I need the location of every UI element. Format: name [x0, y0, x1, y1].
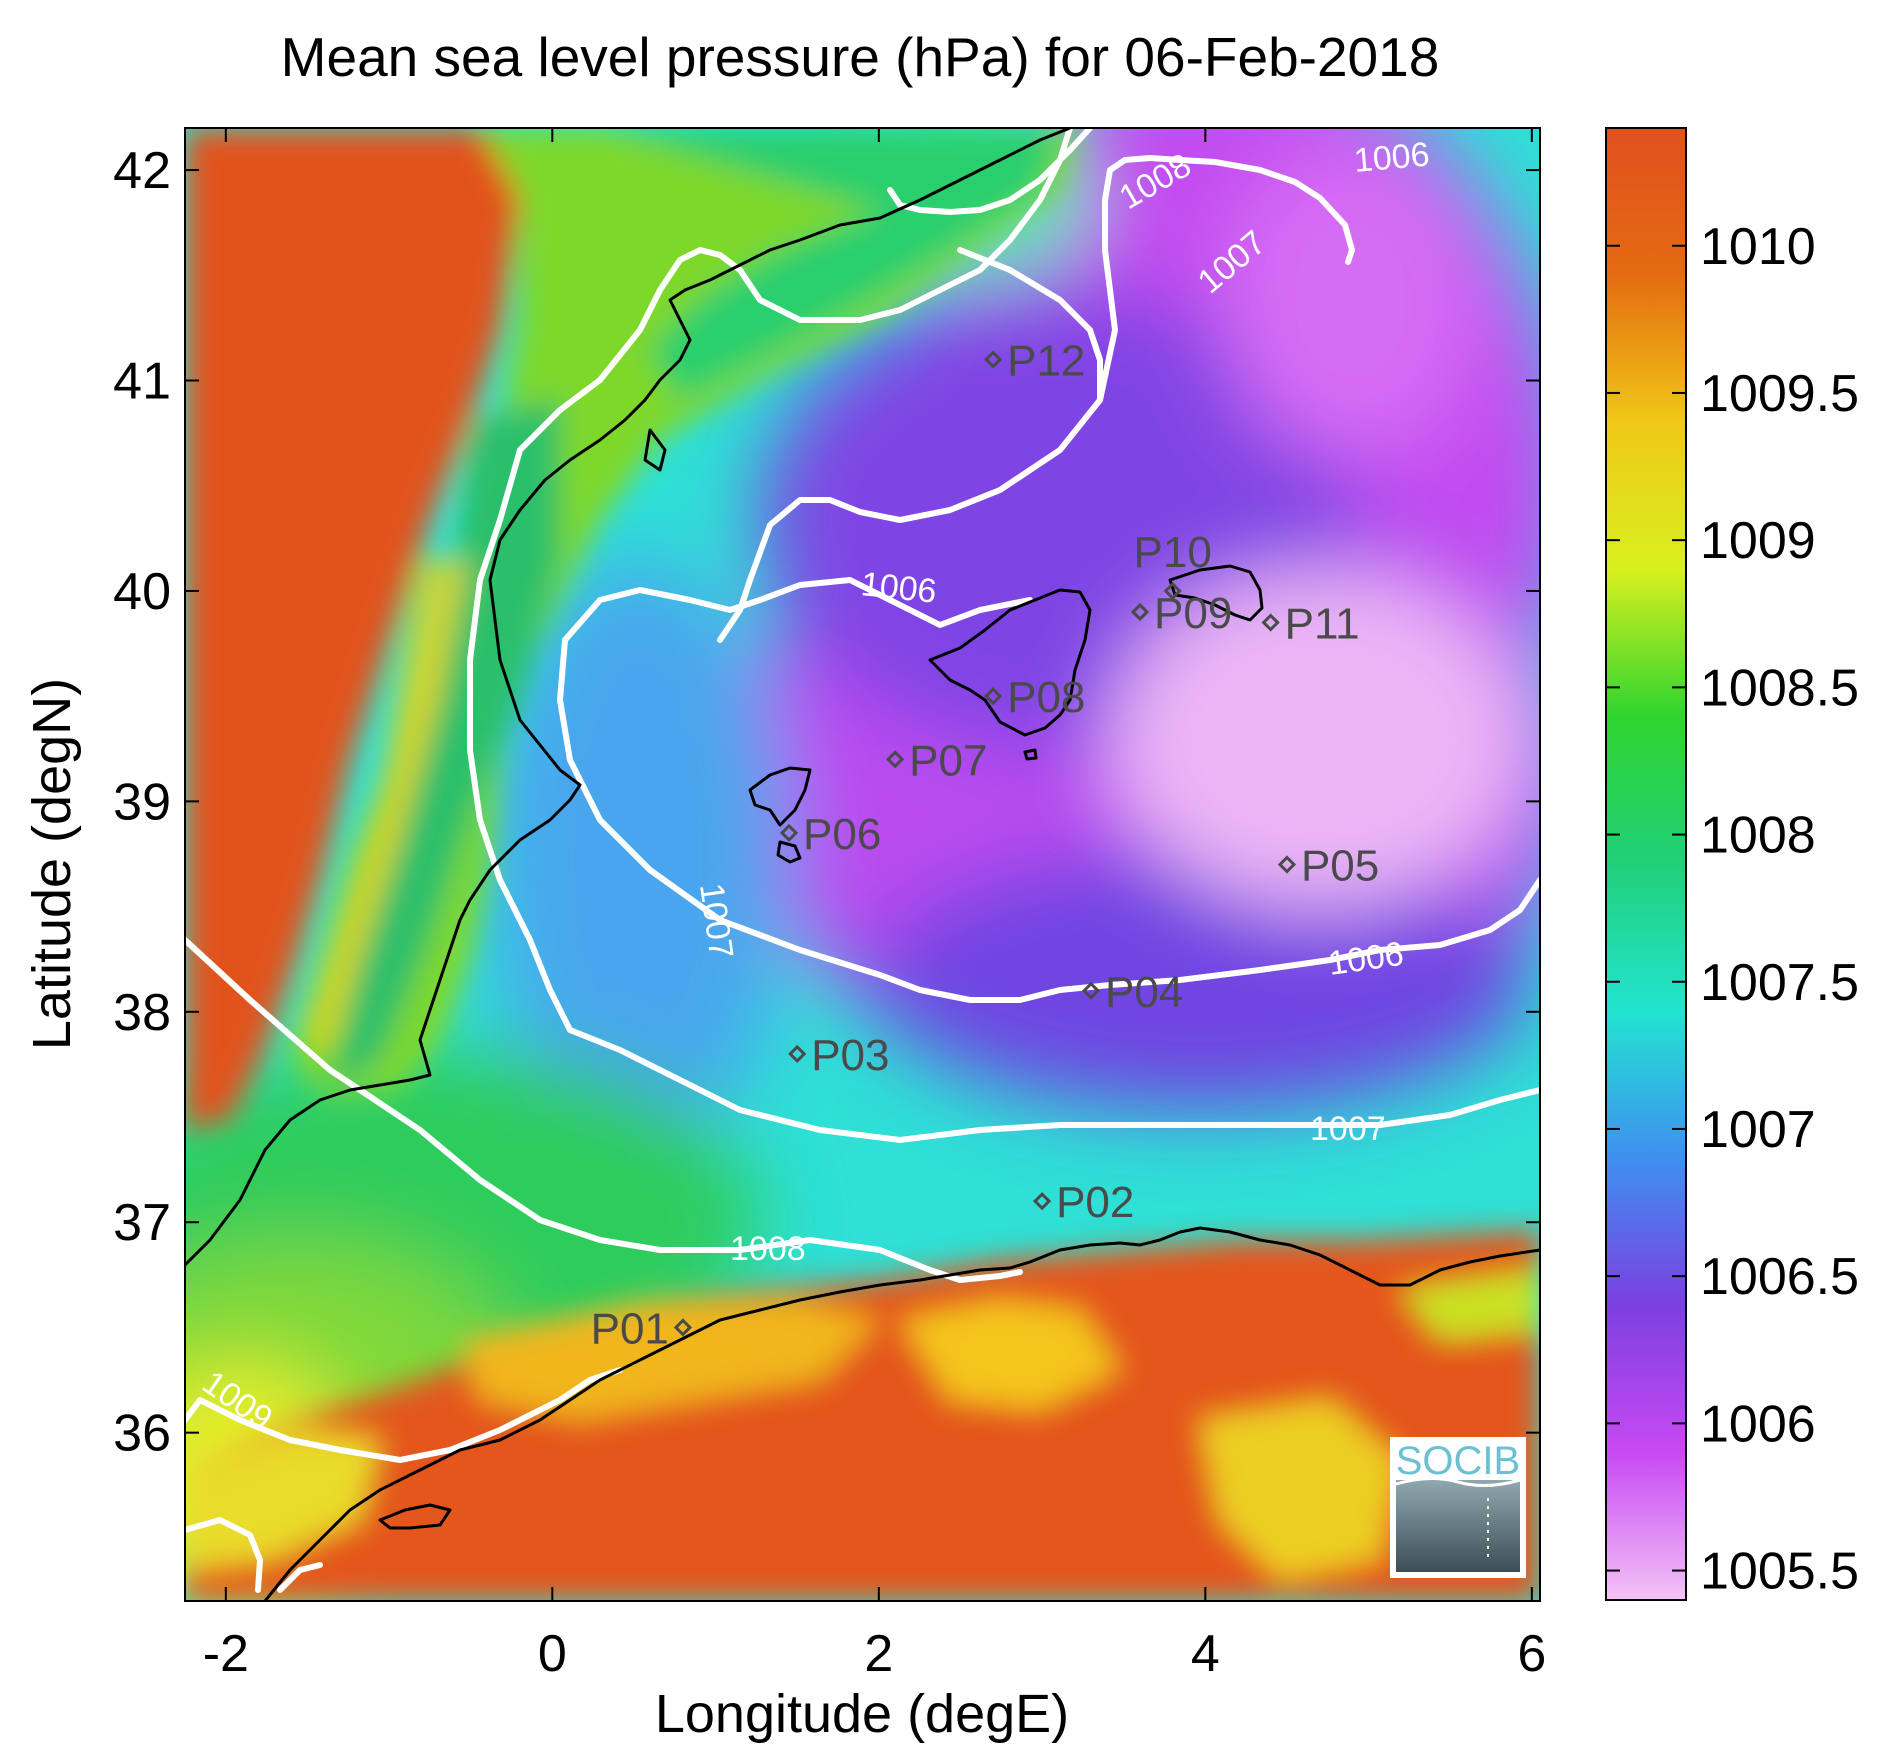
y-tick-label: 37 [113, 1194, 171, 1252]
contour-1007-west [467, 128, 1540, 1143]
contour-1009 [185, 1367, 623, 1463]
y-axis-label: Latitude (degN) [22, 678, 82, 1050]
station-marker [1277, 855, 1297, 874]
y-tick-label: 42 [113, 142, 171, 200]
station-marker [788, 1044, 807, 1064]
x-tick-label: 0 [538, 1625, 567, 1683]
mallorca-coast [928, 588, 1092, 737]
station-marker [779, 823, 799, 843]
colorbar-tick-label: 1010 [1700, 218, 1816, 276]
colorbar-tick-label: 1009 [1700, 512, 1816, 570]
station-label: P11 [1285, 600, 1360, 649]
contour-1008-south [185, 937, 1023, 1283]
station-label: P09 [1154, 589, 1232, 638]
delta-coast [643, 428, 667, 472]
station-marker [1261, 613, 1280, 632]
colorbar-tick-label: 1007.5 [1700, 954, 1859, 1012]
contour-1007-east [957, 247, 1103, 403]
station-label: P06 [803, 810, 881, 859]
iberian-coastline [185, 128, 1071, 1267]
ibiza-coast [748, 766, 812, 827]
x-tick-label: 2 [864, 1625, 893, 1683]
island-coast-ceuta [378, 1503, 452, 1530]
colorbar-tick-label: 1006.5 [1700, 1248, 1859, 1306]
colorbar-tick-label: 1007 [1700, 1101, 1816, 1159]
colorbar-tick-label: 1008.5 [1700, 659, 1859, 717]
african-coastline [263, 1226, 1540, 1601]
cabrera-coast [1023, 748, 1038, 761]
x-tick-label: 4 [1191, 1625, 1220, 1683]
station-label: P12 [1007, 336, 1085, 385]
contour-label: 1007 [1310, 1110, 1386, 1148]
contour-label: 1006 [1352, 136, 1431, 180]
contour-1009-corner [185, 1517, 323, 1593]
menorca-coast [1168, 564, 1264, 622]
plot-frame [184, 127, 1541, 1602]
chart-title: Mean sea level pressure (hPa) for 06-Feb… [281, 26, 1440, 88]
station-marker [983, 687, 1003, 706]
colorbar-ticks: 1005.5 1006 1006.5 1007 1007.5 1008 1008.5 1009… [1606, 218, 1859, 1601]
contour-label: 1008 [730, 1230, 806, 1268]
station-label: P03 [811, 1031, 889, 1080]
axes-layer: -2 0 2 4 6 36 37 38 39 40 41 42 [113, 128, 1546, 1683]
station-marker [1130, 602, 1150, 622]
y-tick-label: 39 [113, 773, 171, 831]
station-marker [1163, 581, 1182, 601]
colorbar-tick-label: 1008 [1700, 807, 1816, 865]
x-axis-label: Longitude (degE) [655, 1684, 1069, 1744]
station-marker [1081, 981, 1101, 1000]
pressure-field: 1006 1006 1006 1007 1007 1007 1008 1008 … [185, 128, 1540, 1601]
station-label: P08 [1007, 673, 1085, 722]
contour-1006-north [717, 155, 1355, 643]
x-tick-label: -2 [203, 1625, 249, 1683]
station-label: P02 [1056, 1178, 1134, 1227]
colorbar-tick-label: 1009.5 [1700, 365, 1859, 423]
station-marker [1032, 1192, 1052, 1211]
contour-1006-central [557, 577, 1540, 1003]
station-marker [886, 750, 905, 769]
y-tick-label: 41 [113, 353, 171, 411]
x-tick-label: 6 [1517, 1625, 1546, 1683]
y-tick-label: 36 [113, 1405, 171, 1463]
station-label: P01 [591, 1304, 669, 1353]
station-marker [983, 350, 1003, 369]
points-layer: P01 P02 P03 P04 P05 P06 P07 P08 P09 P10 P11 P12 [591, 336, 1380, 1353]
station-marker [673, 1318, 693, 1337]
station-label: P04 [1105, 968, 1183, 1017]
y-tick-label: 40 [113, 563, 171, 621]
y-tick-label: 38 [113, 984, 171, 1042]
logo-text: SOCIB [1396, 1439, 1520, 1483]
socib-logo: SOCIB [1390, 1437, 1526, 1578]
colorbar-tick-label: 1006 [1700, 1395, 1816, 1453]
contour-label: 1006 [859, 565, 938, 611]
formentera-coast [776, 840, 802, 864]
station-label: P05 [1301, 842, 1379, 891]
colorbar-tick-label: 1005.5 [1700, 1543, 1859, 1601]
station-label: P10 [1134, 528, 1212, 577]
station-label: P07 [909, 736, 987, 785]
colorbar [1605, 127, 1687, 1601]
